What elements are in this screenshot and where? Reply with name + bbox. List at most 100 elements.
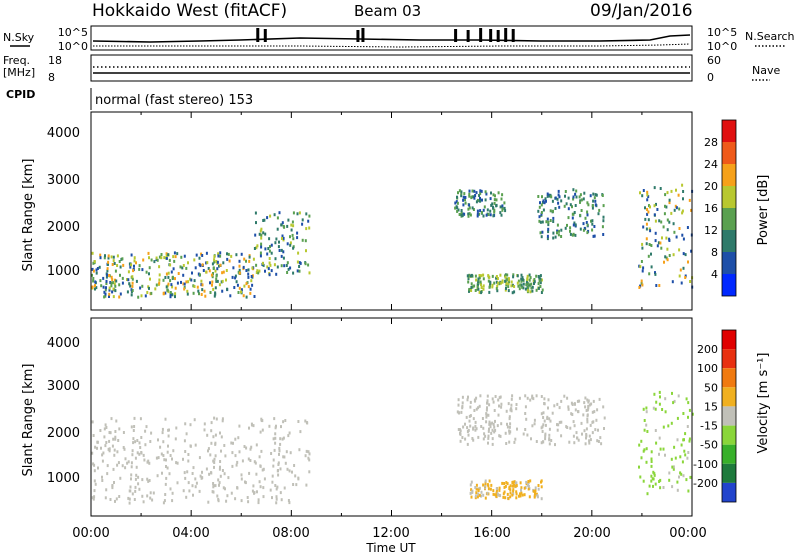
power-cell — [217, 252, 220, 256]
velocity-cell — [640, 439, 643, 443]
power-cell — [478, 276, 481, 280]
power-cell — [512, 273, 515, 277]
power-cell — [684, 253, 687, 257]
power-cell — [187, 261, 189, 265]
velocity-cell — [508, 425, 511, 429]
velocity-cell — [119, 476, 122, 480]
power-cell — [522, 282, 525, 286]
power-cell — [639, 191, 641, 195]
power-cell — [304, 239, 307, 243]
velocity-cell — [524, 405, 527, 409]
power-cell — [286, 224, 289, 228]
beam-title: Beam 03 — [354, 2, 421, 20]
velocity-cell — [127, 496, 130, 500]
velocity-cell — [218, 481, 221, 485]
velocity-cell — [146, 494, 149, 498]
power-cell — [107, 260, 110, 264]
power-cell — [586, 231, 589, 235]
velocity-cell — [165, 458, 167, 462]
xtick-2: 08:00 — [272, 526, 309, 541]
velocity-cell — [513, 480, 516, 484]
velocity-cell — [212, 435, 215, 439]
power-cell — [650, 244, 653, 247]
noise-panel: N.Sky 10^5 10^0 10^5 10^0 N.Search — [3, 25, 795, 53]
velocity-cell — [486, 406, 488, 410]
power-cell — [213, 258, 216, 262]
power-cell — [92, 261, 95, 265]
velocity-cell — [511, 484, 514, 488]
velocity-cell — [184, 422, 187, 426]
power-cell — [270, 269, 273, 273]
velocity-cell — [511, 394, 514, 398]
velocity-cell — [484, 486, 487, 490]
velocity-cell — [603, 427, 605, 430]
velocity-cell — [223, 444, 226, 447]
sky-noise-line — [92, 34, 691, 43]
power-cell — [511, 291, 514, 295]
velocity-cell — [519, 494, 522, 498]
power-cell — [475, 278, 478, 282]
velocity-cell — [585, 409, 588, 412]
power-cell — [491, 202, 494, 206]
velocity-cell — [504, 484, 507, 488]
power-cell — [167, 282, 170, 286]
power-cell — [255, 263, 258, 267]
power-cell — [478, 194, 481, 197]
power-cell — [112, 281, 115, 285]
power-cell — [305, 212, 308, 216]
velocity-cell — [272, 458, 275, 462]
power-cell — [264, 247, 267, 251]
velocity-cell — [474, 428, 477, 432]
velocity-cell — [515, 403, 518, 406]
power-cell — [264, 269, 266, 273]
power-cell — [642, 189, 645, 192]
power-cell — [647, 195, 650, 199]
power-cell — [260, 245, 263, 249]
velocity-cell — [482, 483, 485, 487]
velocity-cell — [600, 442, 603, 446]
velocity-cell — [238, 424, 241, 428]
power-cell — [291, 220, 294, 224]
power-cell — [131, 275, 134, 279]
power-cell — [681, 183, 684, 187]
power-cell — [213, 255, 216, 259]
velocity-cell — [192, 466, 195, 470]
power-cell — [470, 282, 473, 286]
power-cell — [460, 213, 463, 217]
velocity-cell — [114, 430, 117, 433]
velocity-cell — [132, 437, 135, 441]
velocity-cell — [591, 431, 594, 435]
velocity-cell — [650, 450, 653, 454]
power-cell — [478, 290, 481, 294]
power-cell — [280, 223, 283, 227]
power-cell — [219, 254, 222, 258]
power-cell — [144, 294, 147, 298]
velocity-cell — [676, 480, 679, 484]
velocity-cell — [93, 489, 96, 493]
velocity-cell — [643, 419, 646, 422]
velocity-cell — [240, 473, 243, 477]
velocity-cell — [468, 414, 471, 418]
velocity-cell — [144, 443, 147, 447]
power-cell — [492, 214, 495, 218]
velocity-cell — [548, 433, 551, 437]
velocity-cell — [246, 496, 249, 499]
power-cell — [674, 204, 677, 208]
velocity-cell — [521, 493, 524, 497]
power-cell — [665, 256, 668, 260]
power-cell — [165, 256, 168, 260]
power-cell — [592, 199, 595, 203]
power-cell — [111, 263, 114, 266]
velocity-cell — [493, 425, 496, 429]
velocity-cell — [474, 398, 477, 402]
power-cell — [648, 243, 651, 246]
power-cell — [467, 277, 470, 281]
velocity-cell — [536, 494, 539, 498]
power-cell — [479, 280, 482, 284]
power-cell — [280, 264, 283, 268]
velocity-cell — [461, 404, 464, 408]
power-cell — [540, 291, 543, 294]
power-cell — [282, 250, 285, 254]
velocity-cell — [164, 417, 167, 421]
power-cell — [547, 223, 550, 227]
